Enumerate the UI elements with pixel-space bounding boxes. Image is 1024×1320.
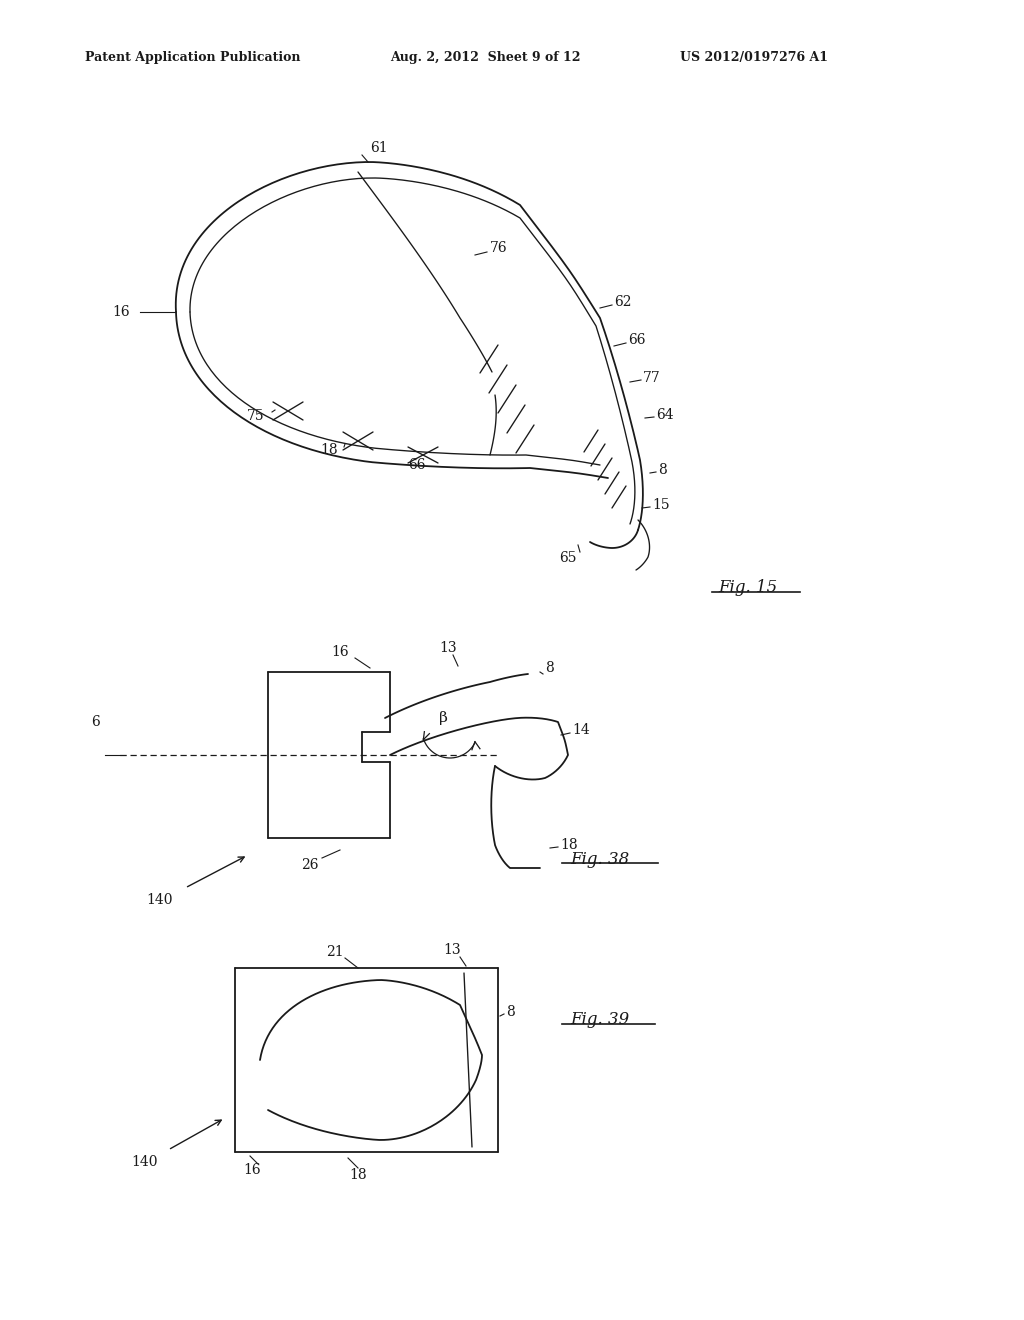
Text: 76: 76 [490,242,508,255]
Text: 8: 8 [506,1005,515,1019]
Text: 18: 18 [560,838,578,851]
Text: 75: 75 [248,409,265,422]
Text: 66: 66 [628,333,645,347]
Text: 8: 8 [545,661,554,675]
Text: 16: 16 [331,645,349,659]
Text: 18: 18 [349,1168,367,1181]
Text: 13: 13 [439,642,457,655]
Text: 15: 15 [652,498,670,512]
Text: Fig. 38: Fig. 38 [570,851,630,869]
Text: 16: 16 [113,305,130,319]
Text: 64: 64 [656,408,674,422]
Text: 14: 14 [572,723,590,737]
Text: 6: 6 [91,715,99,729]
Text: 140: 140 [132,1155,159,1170]
Text: Patent Application Publication: Patent Application Publication [85,50,300,63]
Text: 61: 61 [370,141,388,154]
Text: β: β [438,711,447,725]
Text: 77: 77 [643,371,660,385]
Text: 21: 21 [327,945,344,960]
Text: 65: 65 [559,550,577,565]
Text: 13: 13 [443,942,461,957]
Text: 140: 140 [146,894,173,907]
Text: 62: 62 [614,294,632,309]
Text: Aug. 2, 2012  Sheet 9 of 12: Aug. 2, 2012 Sheet 9 of 12 [390,50,581,63]
Text: 26: 26 [301,858,318,873]
Text: 18: 18 [321,444,338,457]
Text: Fig. 39: Fig. 39 [570,1011,630,1028]
Text: 8: 8 [658,463,667,477]
Text: 66: 66 [408,458,426,473]
Text: US 2012/0197276 A1: US 2012/0197276 A1 [680,50,828,63]
Text: Fig. 15: Fig. 15 [718,579,777,597]
Text: 16: 16 [243,1163,261,1177]
